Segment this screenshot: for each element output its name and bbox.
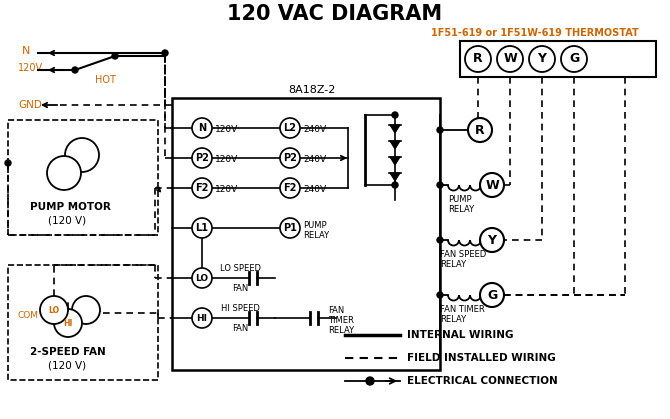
- Text: COM: COM: [18, 310, 39, 320]
- Circle shape: [437, 182, 443, 188]
- Circle shape: [366, 377, 374, 385]
- Text: PUMP: PUMP: [448, 194, 472, 204]
- Text: HI: HI: [63, 318, 72, 328]
- Circle shape: [561, 46, 587, 72]
- Circle shape: [192, 218, 212, 238]
- Bar: [8, 120, 158, 235]
- Circle shape: [497, 46, 523, 72]
- Text: N: N: [22, 46, 30, 56]
- Text: RELAY: RELAY: [448, 204, 474, 214]
- Text: P2: P2: [195, 153, 209, 163]
- Text: P2: P2: [283, 153, 297, 163]
- Bar: [8, 265, 158, 380]
- Text: 120 VAC DIAGRAM: 120 VAC DIAGRAM: [227, 4, 443, 24]
- Bar: [460, 41, 656, 77]
- Text: 120V: 120V: [215, 155, 239, 163]
- Text: PUMP MOTOR: PUMP MOTOR: [30, 202, 111, 212]
- Text: FAN: FAN: [232, 284, 248, 292]
- Circle shape: [192, 118, 212, 138]
- Polygon shape: [390, 141, 400, 149]
- Text: 120V: 120V: [215, 124, 239, 134]
- Circle shape: [192, 268, 212, 288]
- Circle shape: [480, 173, 504, 197]
- Text: ELECTRICAL CONNECTION: ELECTRICAL CONNECTION: [407, 376, 557, 386]
- Circle shape: [437, 292, 443, 298]
- Text: RELAY: RELAY: [328, 326, 354, 334]
- Text: R: R: [475, 124, 485, 137]
- Text: RELAY: RELAY: [440, 315, 466, 323]
- Circle shape: [280, 148, 300, 168]
- Text: P1: P1: [283, 223, 297, 233]
- Text: Y: Y: [537, 52, 547, 65]
- Text: 120V: 120V: [215, 184, 239, 194]
- Text: 240V: 240V: [303, 124, 326, 134]
- Circle shape: [47, 156, 81, 190]
- Text: GND: GND: [18, 100, 42, 110]
- Text: HI SPEED: HI SPEED: [220, 303, 259, 313]
- Text: FAN TIMER: FAN TIMER: [440, 305, 485, 313]
- Text: FAN: FAN: [328, 305, 344, 315]
- Circle shape: [529, 46, 555, 72]
- Polygon shape: [390, 157, 400, 165]
- Circle shape: [437, 127, 443, 133]
- Circle shape: [72, 67, 78, 73]
- Text: INTERNAL WIRING: INTERNAL WIRING: [407, 330, 513, 340]
- Circle shape: [162, 50, 168, 56]
- Text: 2-SPEED FAN: 2-SPEED FAN: [30, 347, 106, 357]
- Circle shape: [65, 138, 99, 172]
- Circle shape: [40, 296, 68, 324]
- Text: TIMER: TIMER: [328, 316, 354, 324]
- Text: 240V: 240V: [303, 184, 326, 194]
- Circle shape: [392, 182, 398, 188]
- Text: HI: HI: [196, 313, 208, 323]
- Text: 1F51-619 or 1F51W-619 THERMOSTAT: 1F51-619 or 1F51W-619 THERMOSTAT: [431, 28, 639, 38]
- Circle shape: [280, 178, 300, 198]
- Circle shape: [465, 46, 491, 72]
- Text: W: W: [503, 52, 517, 65]
- Text: W: W: [485, 178, 499, 191]
- Circle shape: [437, 237, 443, 243]
- Text: F2: F2: [283, 183, 297, 193]
- Text: G: G: [487, 289, 497, 302]
- Circle shape: [480, 228, 504, 252]
- Circle shape: [192, 178, 212, 198]
- Circle shape: [192, 148, 212, 168]
- Circle shape: [392, 112, 398, 118]
- Polygon shape: [390, 173, 400, 181]
- Circle shape: [280, 118, 300, 138]
- Text: 120V: 120V: [18, 63, 43, 73]
- Text: LO SPEED: LO SPEED: [220, 264, 261, 272]
- Text: RELAY: RELAY: [440, 259, 466, 269]
- Text: G: G: [569, 52, 579, 65]
- Circle shape: [112, 53, 118, 59]
- Text: L2: L2: [283, 123, 297, 133]
- Circle shape: [192, 308, 212, 328]
- Text: PUMP: PUMP: [303, 220, 327, 230]
- Text: LO: LO: [196, 274, 208, 282]
- Text: (120 V): (120 V): [48, 215, 86, 225]
- Text: L1: L1: [196, 223, 208, 233]
- Circle shape: [480, 283, 504, 307]
- Text: F2: F2: [196, 183, 208, 193]
- Text: RELAY: RELAY: [303, 230, 329, 240]
- Text: LO: LO: [48, 305, 60, 315]
- Text: (120 V): (120 V): [48, 360, 86, 370]
- Circle shape: [280, 218, 300, 238]
- Circle shape: [5, 160, 11, 166]
- Text: FAN: FAN: [232, 323, 248, 333]
- Text: HOT: HOT: [95, 75, 116, 85]
- Text: FIELD INSTALLED WIRING: FIELD INSTALLED WIRING: [407, 353, 555, 363]
- Text: N: N: [198, 123, 206, 133]
- Circle shape: [54, 309, 82, 337]
- Bar: [172, 98, 440, 370]
- Polygon shape: [390, 125, 400, 133]
- Text: 240V: 240V: [303, 155, 326, 163]
- Text: FAN SPEED: FAN SPEED: [440, 249, 486, 259]
- Text: 8A18Z-2: 8A18Z-2: [288, 85, 336, 95]
- Text: R: R: [473, 52, 483, 65]
- Circle shape: [72, 296, 100, 324]
- Circle shape: [468, 118, 492, 142]
- Text: Y: Y: [488, 233, 496, 246]
